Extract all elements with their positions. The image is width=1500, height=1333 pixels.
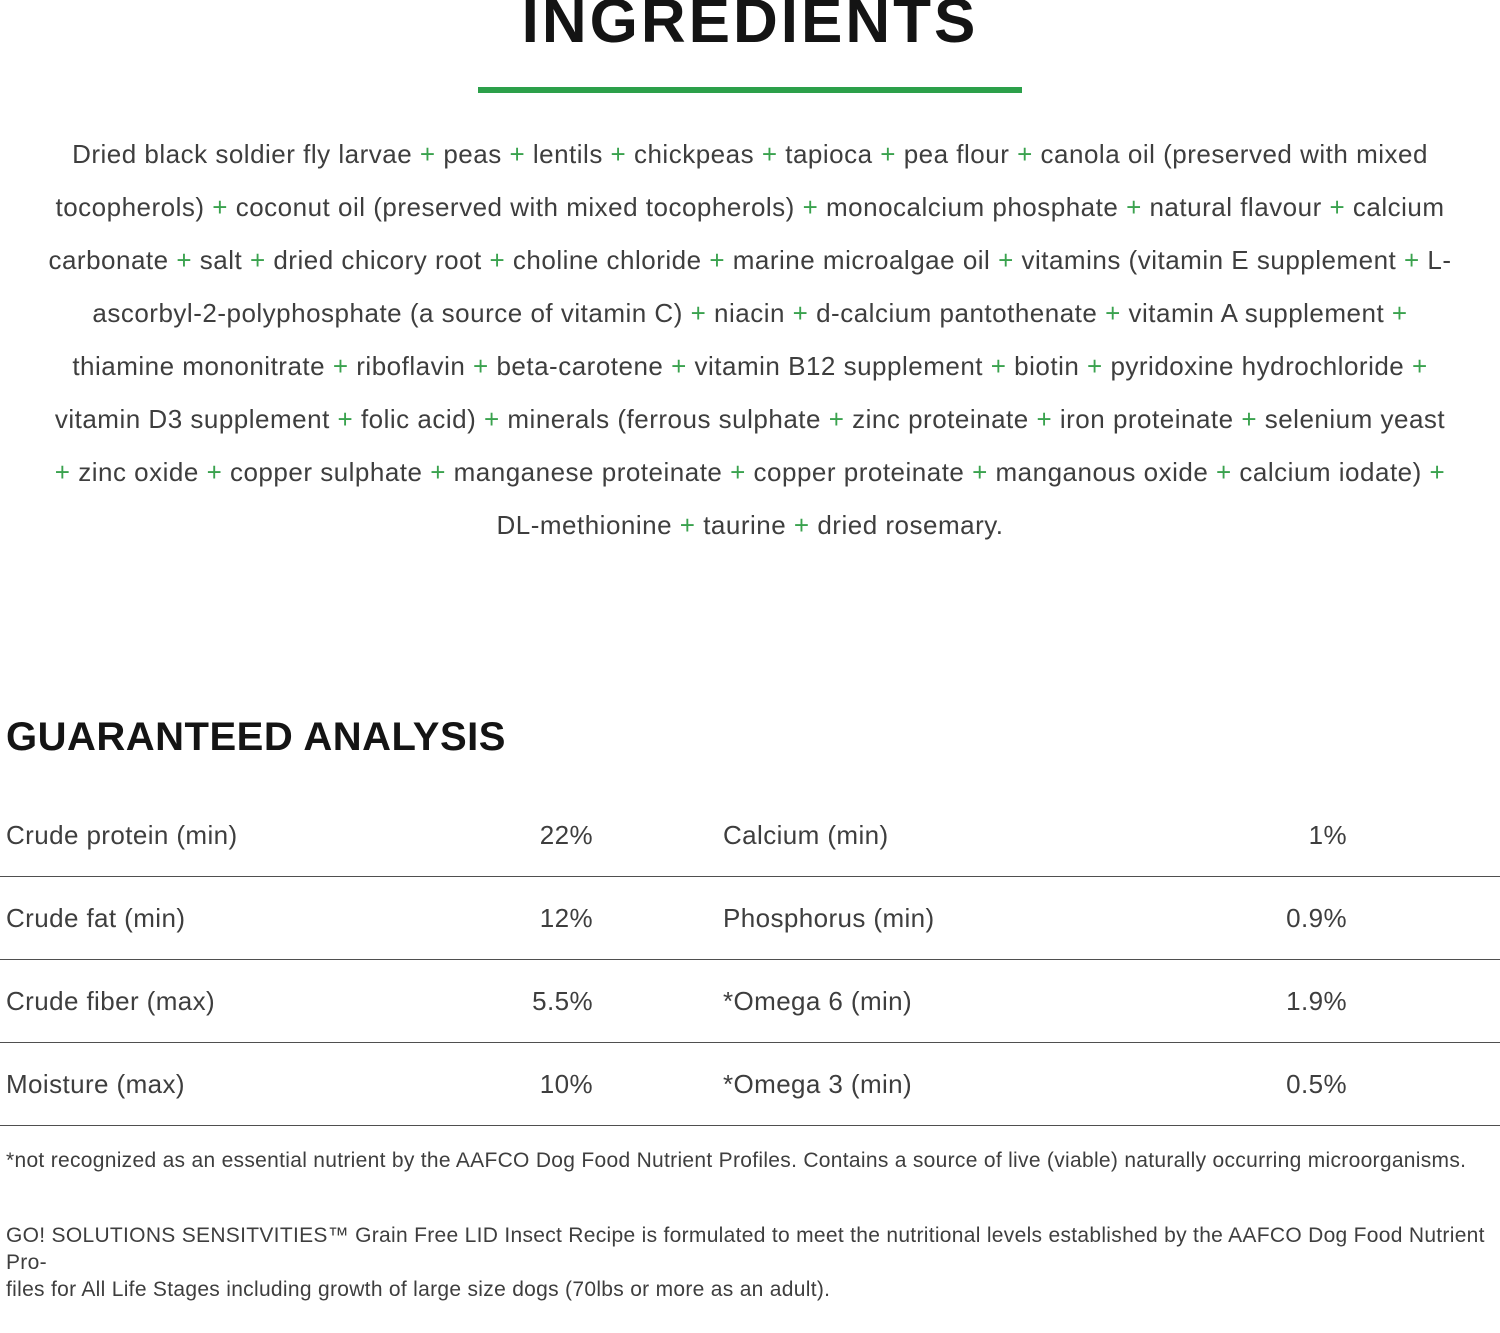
table-row: Crude fiber (max) 5.5% *Omega 6 (min) 1.… [0, 960, 1500, 1043]
nutrient-label: Calcium (min) [723, 819, 889, 850]
plus-separator: + [509, 139, 526, 169]
nutrient-value: 22% [539, 819, 593, 850]
plus-separator: + [1105, 298, 1121, 328]
plus-separator: + [1036, 404, 1053, 434]
plus-separator: + [998, 245, 1014, 275]
nutrient-label: Crude fiber (max) [6, 985, 216, 1016]
table-row: Crude protein (min) 22% Calcium (min) 1% [0, 794, 1500, 877]
plus-separator: + [430, 457, 446, 487]
table-row: Moisture (max) 10% *Omega 3 (min) 0.5% [0, 1043, 1500, 1126]
table-cell: Moisture (max) 10% [6, 1069, 593, 1100]
plus-separator: + [1329, 192, 1346, 222]
plus-separator: + [802, 192, 819, 222]
nutrient-label: Crude protein (min) [6, 819, 238, 850]
plus-separator: + [1404, 245, 1420, 275]
nutrient-value: 0.5% [1286, 1068, 1347, 1099]
plus-separator: + [1241, 404, 1257, 434]
plus-separator: + [793, 510, 810, 540]
table-cell: Calcium (min) 1% [723, 820, 1347, 851]
plus-separator: + [1216, 457, 1232, 487]
plus-separator: + [972, 457, 988, 487]
nutrient-label: *Omega 6 (min) [723, 985, 913, 1016]
plus-separator: + [483, 404, 500, 434]
nutrient-value: 10% [539, 1068, 593, 1099]
ingredients-paragraph: Dried black soldier fly larvae + peas + … [48, 139, 1452, 540]
table-cell: Phosphorus (min) 0.9% [723, 903, 1347, 934]
guaranteed-analysis-title: GUARANTEED ANALYSIS [6, 715, 506, 759]
aafco-statement-line: files for All Life Stages including grow… [6, 1278, 831, 1301]
plus-separator: + [332, 351, 349, 381]
guaranteed-analysis-table: Crude protein (min) 22% Calcium (min) 1%… [0, 794, 1500, 1126]
plus-separator: + [212, 192, 228, 222]
nutrient-label: *Omega 3 (min) [723, 1068, 913, 1099]
plus-separator: + [709, 245, 725, 275]
aafco-statement-line: GO! SOLUTIONS SENSITVITIES™ Grain Free L… [6, 1224, 1485, 1274]
plus-separator: + [990, 351, 1007, 381]
table-cell: Crude fiber (max) 5.5% [6, 986, 593, 1017]
plus-separator: + [679, 510, 696, 540]
plus-separator: + [1412, 351, 1428, 381]
nutrient-label: Phosphorus (min) [723, 902, 935, 933]
nutrient-value: 1% [1308, 819, 1347, 850]
plus-separator: + [1126, 192, 1142, 222]
table-row: Crude fat (min) 12% Phosphorus (min) 0.9… [0, 877, 1500, 960]
plus-separator: + [249, 245, 266, 275]
table-cell: Crude fat (min) 12% [6, 903, 593, 934]
analysis-footnote: *not recognized as an essential nutrient… [6, 1149, 1467, 1172]
table-cell: Crude protein (min) 22% [6, 820, 593, 851]
plus-separator: + [1087, 351, 1103, 381]
plus-separator: + [1017, 139, 1033, 169]
nutrient-label: Crude fat (min) [6, 902, 186, 933]
plus-separator: + [1429, 457, 1446, 487]
plus-separator: + [206, 457, 223, 487]
green-divider-rule [478, 87, 1022, 93]
plus-separator: + [489, 245, 506, 275]
guaranteed-analysis-section: GUARANTEED ANALYSIS Crude protein (min) … [0, 715, 1500, 1174]
aafco-statement: GO! SOLUTIONS SENSITVITIES™ Grain Free L… [0, 1222, 1500, 1303]
table-cell: *Omega 6 (min) 1.9% [723, 986, 1347, 1017]
plus-separator: + [337, 404, 354, 434]
plus-separator: + [880, 139, 896, 169]
ingredients-header: INGREDIENTS [0, 0, 1500, 93]
plus-separator: + [419, 139, 436, 169]
nutrient-value: 0.9% [1286, 902, 1347, 933]
nutrient-label: Moisture (max) [6, 1068, 185, 1099]
plus-separator: + [610, 139, 627, 169]
nutrient-value: 5.5% [532, 985, 593, 1016]
plus-separator: + [730, 457, 746, 487]
plus-separator: + [473, 351, 489, 381]
plus-separator: + [761, 139, 778, 169]
plus-separator: + [54, 457, 71, 487]
plus-separator: + [1391, 298, 1408, 328]
nutrient-value: 1.9% [1286, 985, 1347, 1016]
plus-separator: + [671, 351, 687, 381]
plus-separator: + [828, 404, 845, 434]
plus-separator: + [792, 298, 809, 328]
ingredients-section-title: INGREDIENTS [521, 0, 979, 56]
plus-separator: + [690, 298, 707, 328]
nutrient-value: 12% [539, 902, 593, 933]
table-cell: *Omega 3 (min) 0.5% [723, 1069, 1347, 1100]
plus-separator: + [176, 245, 193, 275]
